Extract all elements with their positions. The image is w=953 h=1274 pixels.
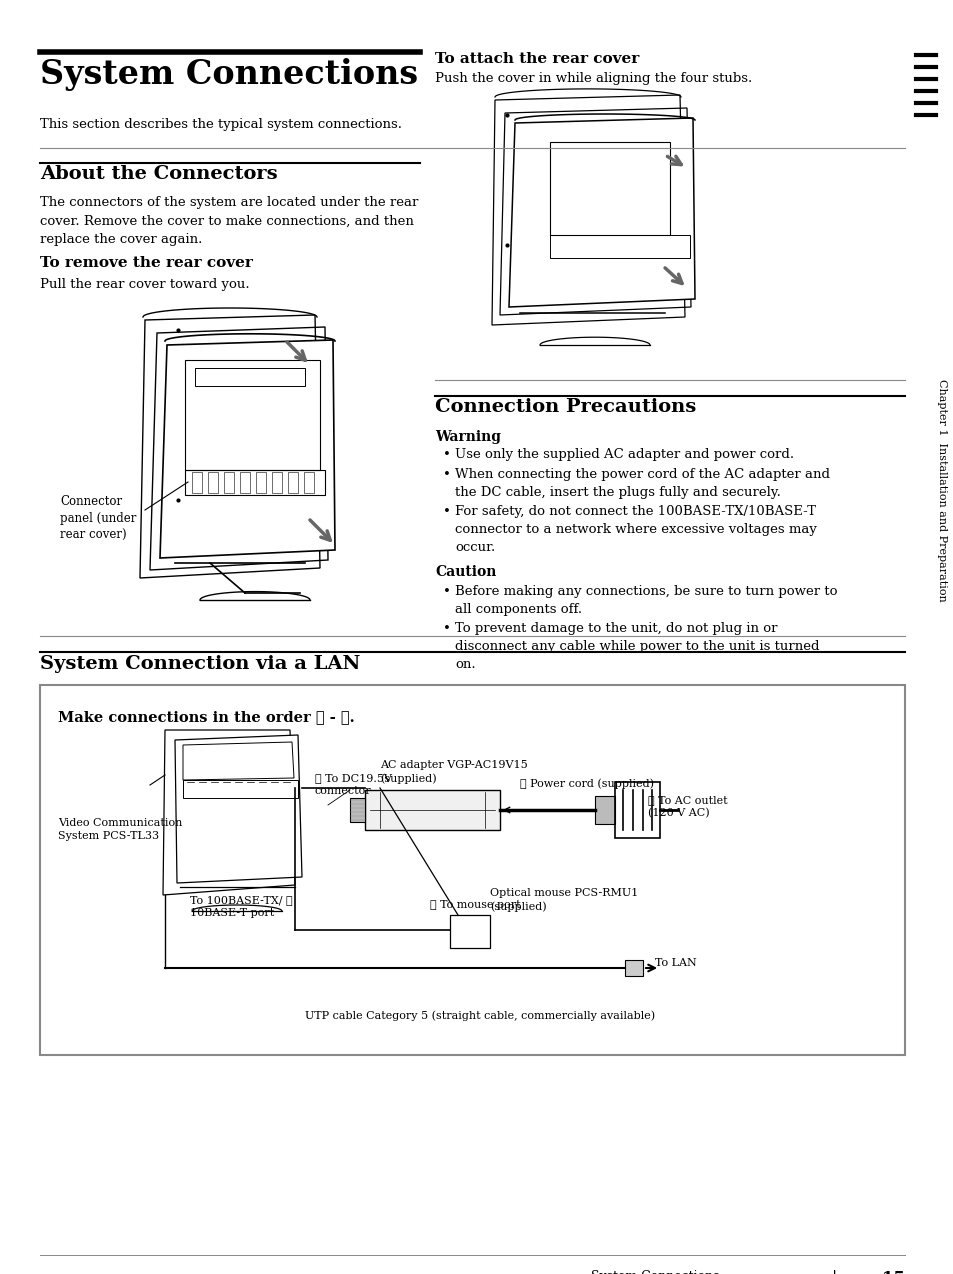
Text: Optical mouse PCS-RMU1
(supplied): Optical mouse PCS-RMU1 (supplied) xyxy=(490,888,638,912)
Text: ① To mouse port: ① To mouse port xyxy=(430,899,520,910)
Text: •: • xyxy=(442,505,451,519)
Text: Video Communication
System PCS-TL33: Video Communication System PCS-TL33 xyxy=(58,818,182,841)
Text: •: • xyxy=(442,448,451,461)
Text: 15: 15 xyxy=(882,1270,904,1274)
Bar xyxy=(624,961,642,976)
Polygon shape xyxy=(350,798,365,822)
Text: When connecting the power cord of the AC adapter and
the DC cable, insert the pl: When connecting the power cord of the AC… xyxy=(455,468,829,499)
Text: Make connections in the order ① - ⑤.: Make connections in the order ① - ⑤. xyxy=(58,710,355,724)
Bar xyxy=(365,790,499,829)
Text: ③ To DC19.5V
connector: ③ To DC19.5V connector xyxy=(314,773,392,796)
Text: •: • xyxy=(442,468,451,482)
Text: About the Connectors: About the Connectors xyxy=(40,166,277,183)
Text: Before making any connections, be sure to turn power to
all components off.: Before making any connections, be sure t… xyxy=(455,585,837,617)
Text: To 100BASE-TX/ ②
10BASE-T port: To 100BASE-TX/ ② 10BASE-T port xyxy=(190,896,293,919)
Text: |: | xyxy=(832,1270,837,1274)
Bar xyxy=(615,782,659,838)
Text: For safety, do not connect the 100BASE-TX/10BASE-T
connector to a network where : For safety, do not connect the 100BASE-T… xyxy=(455,505,816,554)
Text: Connector
panel (under
rear cover): Connector panel (under rear cover) xyxy=(60,496,136,541)
Text: System Connections: System Connections xyxy=(591,1270,720,1274)
Text: To attach the rear cover: To attach the rear cover xyxy=(435,52,639,66)
Polygon shape xyxy=(595,796,615,824)
Text: Connection Precautions: Connection Precautions xyxy=(435,397,696,417)
Bar xyxy=(40,685,904,1055)
Polygon shape xyxy=(174,735,302,883)
Text: System Connection via a LAN: System Connection via a LAN xyxy=(40,655,360,673)
Text: This section describes the typical system connections.: This section describes the typical syste… xyxy=(40,118,401,131)
Text: Chapter 1  Installation and Preparation: Chapter 1 Installation and Preparation xyxy=(936,378,946,601)
Text: •: • xyxy=(442,585,451,598)
Text: To remove the rear cover: To remove the rear cover xyxy=(40,256,253,270)
Text: ⑥ To AC outlet
(120 V AC): ⑥ To AC outlet (120 V AC) xyxy=(647,795,727,819)
Text: UTP cable Category 5 (straight cable, commercially available): UTP cable Category 5 (straight cable, co… xyxy=(305,1010,655,1020)
Text: The connectors of the system are located under the rear
cover. Remove the cover : The connectors of the system are located… xyxy=(40,196,418,246)
Bar xyxy=(450,915,490,948)
Text: Caution: Caution xyxy=(435,564,496,578)
Text: To prevent damage to the unit, do not plug in or
disconnect any cable while powe: To prevent damage to the unit, do not pl… xyxy=(455,622,819,671)
Text: Use only the supplied AC adapter and power cord.: Use only the supplied AC adapter and pow… xyxy=(455,448,793,461)
Text: Warning: Warning xyxy=(435,431,500,445)
Polygon shape xyxy=(160,340,335,558)
Text: System Connections: System Connections xyxy=(40,59,417,90)
Text: Push the cover in while aligning the four stubs.: Push the cover in while aligning the fou… xyxy=(435,73,752,85)
Text: ④ Power cord (supplied): ④ Power cord (supplied) xyxy=(519,778,654,789)
Text: •: • xyxy=(442,622,451,634)
Polygon shape xyxy=(509,118,695,307)
Text: AC adapter VGP-AC19V15
(supplied): AC adapter VGP-AC19V15 (supplied) xyxy=(379,761,527,784)
Text: Pull the rear cover toward you.: Pull the rear cover toward you. xyxy=(40,278,250,290)
Text: To LAN: To LAN xyxy=(655,958,696,968)
